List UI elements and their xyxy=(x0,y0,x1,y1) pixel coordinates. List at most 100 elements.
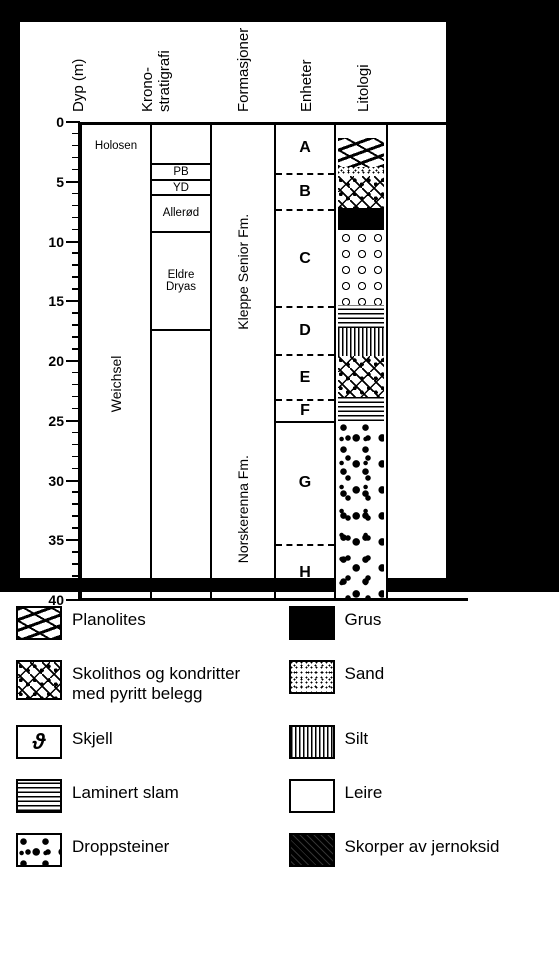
legend-swatch xyxy=(289,725,335,759)
tick-label: 5 xyxy=(40,174,64,190)
legend-item: Grus xyxy=(289,606,544,640)
col-chrono-2: PBYDAllerødEldre Dryas xyxy=(150,122,210,600)
legend-label: Laminert slam xyxy=(72,779,179,803)
tick-minor xyxy=(72,145,80,147)
header-formations: Formasjoner xyxy=(235,28,252,112)
tick-major xyxy=(66,360,80,362)
legend-swatch xyxy=(16,606,62,640)
chart-inner: Dyp (m) Krono- stratigrafi Formasjoner E… xyxy=(18,20,448,580)
tick-minor xyxy=(72,551,80,553)
tick-minor xyxy=(72,563,80,565)
chrono1-cell: Holosen xyxy=(82,122,150,170)
tick-minor xyxy=(72,515,80,517)
legend-label: Skjell xyxy=(72,725,113,749)
tick-label: 35 xyxy=(40,532,64,548)
tick-major xyxy=(66,539,80,541)
unit-cell: C xyxy=(276,209,334,306)
tick-minor xyxy=(72,527,80,529)
legend-label: Grus xyxy=(345,606,382,630)
legend-label: Skorper av jernoksid xyxy=(345,833,500,857)
tick-minor xyxy=(72,229,80,231)
tick-label: 25 xyxy=(40,413,64,429)
tick-minor xyxy=(72,217,80,219)
legend: Planolites Grus Skolithos og kondritter me… xyxy=(0,590,559,887)
lithology-segment xyxy=(338,208,384,230)
tick-minor xyxy=(72,193,80,195)
col-formations: Kleppe Senior Fm.Norskerenna Fm. xyxy=(210,122,274,600)
col-units: ABCDEFGH xyxy=(274,122,334,600)
header-chrono: Krono- stratigrafi xyxy=(140,50,173,112)
unit-cell: G xyxy=(276,421,334,544)
lithology-segment xyxy=(338,305,384,328)
legend-label: Planolites xyxy=(72,606,146,630)
legend-item: Silt xyxy=(289,725,544,759)
legend-swatch: ϑ xyxy=(16,725,62,759)
legend-label: Leire xyxy=(345,779,383,803)
legend-item: Skorper av jernoksid xyxy=(289,833,544,867)
unit-cell: D xyxy=(276,306,334,354)
chrono2-cell: Allerød xyxy=(152,194,210,231)
unit-cell: A xyxy=(276,122,334,173)
unit-cell: H xyxy=(276,544,334,600)
tick-minor xyxy=(72,396,80,398)
header-units: Enheter xyxy=(298,59,315,112)
lithology-segment xyxy=(338,167,384,175)
legend-label: Sand xyxy=(345,660,385,684)
tick-minor xyxy=(72,324,80,326)
legend-label: Skolithos og kondritter med pyritt beleg… xyxy=(72,660,240,705)
legend-item: Sand xyxy=(289,660,544,705)
tick-minor xyxy=(72,312,80,314)
legend-swatch xyxy=(16,833,62,867)
header-lithology: Litologi xyxy=(355,64,372,112)
chrono1-cell: Weichsel xyxy=(82,170,150,600)
lithology-segment xyxy=(338,421,384,600)
chrono2-cell: Eldre Dryas xyxy=(152,231,210,329)
tick-minor xyxy=(72,169,80,171)
lithology-segment xyxy=(338,176,384,208)
tick-minor xyxy=(72,384,80,386)
legend-item: Skolithos og kondritter med pyritt beleg… xyxy=(16,660,271,705)
tick-major xyxy=(66,181,80,183)
stratigraphic-chart: Dyp (m) Krono- stratigrafi Formasjoner E… xyxy=(0,0,559,590)
tick-major xyxy=(66,241,80,243)
legend-swatch xyxy=(289,779,335,813)
tick-minor xyxy=(72,456,80,458)
chrono2-cell xyxy=(152,122,210,163)
col-chrono-1: HolosenWeichsel xyxy=(80,122,150,600)
chrono2-cell: YD xyxy=(152,179,210,193)
tick-label: 40 xyxy=(40,592,64,608)
lithology-segment xyxy=(338,356,384,397)
legend-item: Planolites xyxy=(16,606,271,640)
legend-swatch xyxy=(16,660,62,700)
formation-cell: Norskerenna Fm. xyxy=(212,421,274,600)
tick-major xyxy=(66,420,80,422)
tick-label: 30 xyxy=(40,473,64,489)
chrono2-cell xyxy=(152,329,210,600)
chrono2-cell: PB xyxy=(152,163,210,180)
tick-minor xyxy=(72,336,80,338)
tick-minor xyxy=(72,468,80,470)
tick-minor xyxy=(72,205,80,207)
lithology-segment xyxy=(338,397,384,421)
unit-cell: E xyxy=(276,354,334,399)
legend-item: Droppsteiner xyxy=(16,833,271,867)
legend-swatch xyxy=(289,606,335,640)
tick-minor xyxy=(72,587,80,589)
tick-minor xyxy=(72,252,80,254)
tick-minor xyxy=(72,444,80,446)
tick-minor xyxy=(72,408,80,410)
tick-minor xyxy=(72,372,80,374)
baseline-bottom xyxy=(78,598,468,601)
tick-major xyxy=(66,300,80,302)
axis-area: 0510152025303540 HolosenWeichsel PBYDAll… xyxy=(38,122,468,600)
legend-label: Droppsteiner xyxy=(72,833,169,857)
lithology-segment xyxy=(338,328,384,357)
lithology-segment xyxy=(338,138,384,168)
baseline-top xyxy=(78,122,468,125)
unit-cell: F xyxy=(276,399,334,421)
tick-minor xyxy=(72,133,80,135)
legend-item: Laminert slam xyxy=(16,779,271,813)
legend-swatch xyxy=(289,833,335,867)
tick-minor xyxy=(72,276,80,278)
col-lithology xyxy=(334,122,388,600)
